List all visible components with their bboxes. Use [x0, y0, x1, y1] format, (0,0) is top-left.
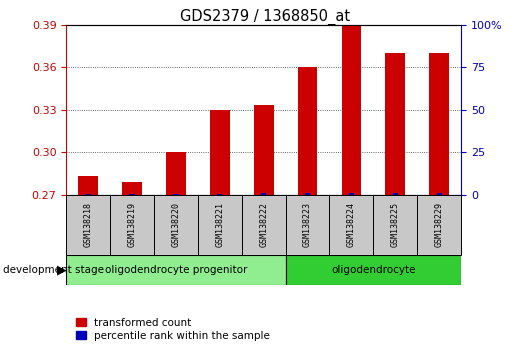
Text: GSM138225: GSM138225	[391, 202, 400, 247]
Bar	[78, 176, 98, 195]
Text: GSM138220: GSM138220	[171, 202, 180, 247]
Bar	[385, 53, 405, 195]
Bar	[417, 195, 461, 255]
Bar	[349, 193, 354, 195]
Bar	[286, 255, 461, 285]
Bar	[341, 25, 361, 195]
Bar	[429, 53, 449, 195]
Text: GSM138219: GSM138219	[128, 202, 137, 247]
Bar	[122, 182, 142, 195]
Bar	[217, 194, 223, 195]
Text: GSM138218: GSM138218	[84, 202, 93, 247]
Text: GSM138224: GSM138224	[347, 202, 356, 247]
Text: GSM138229: GSM138229	[435, 202, 444, 247]
Bar	[261, 193, 266, 195]
Bar	[154, 195, 198, 255]
Bar	[129, 194, 135, 195]
Bar	[166, 152, 186, 195]
Bar	[198, 195, 242, 255]
Bar	[437, 193, 442, 195]
Bar	[298, 67, 317, 195]
Text: development stage: development stage	[3, 265, 104, 275]
Bar	[373, 195, 417, 255]
Bar	[66, 255, 286, 285]
Bar	[254, 105, 273, 195]
Text: GSM138223: GSM138223	[303, 202, 312, 247]
Text: ▶: ▶	[57, 264, 67, 276]
Bar	[393, 193, 398, 195]
Bar	[330, 195, 373, 255]
Bar	[66, 195, 110, 255]
Bar	[110, 195, 154, 255]
Bar	[210, 110, 229, 195]
Text: GDS2379 / 1368850_at: GDS2379 / 1368850_at	[180, 9, 350, 25]
Bar	[173, 194, 179, 195]
Bar	[286, 195, 330, 255]
Bar	[305, 193, 310, 195]
Text: oligodendrocyte progenitor: oligodendrocyte progenitor	[105, 265, 247, 275]
Text: GSM138222: GSM138222	[259, 202, 268, 247]
Legend: transformed count, percentile rank within the sample: transformed count, percentile rank withi…	[72, 314, 275, 345]
Bar	[242, 195, 286, 255]
Text: oligodendrocyte: oligodendrocyte	[331, 265, 416, 275]
Bar	[85, 194, 91, 195]
Text: GSM138221: GSM138221	[215, 202, 224, 247]
